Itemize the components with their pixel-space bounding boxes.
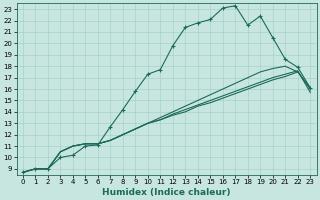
X-axis label: Humidex (Indice chaleur): Humidex (Indice chaleur) [102, 188, 231, 197]
